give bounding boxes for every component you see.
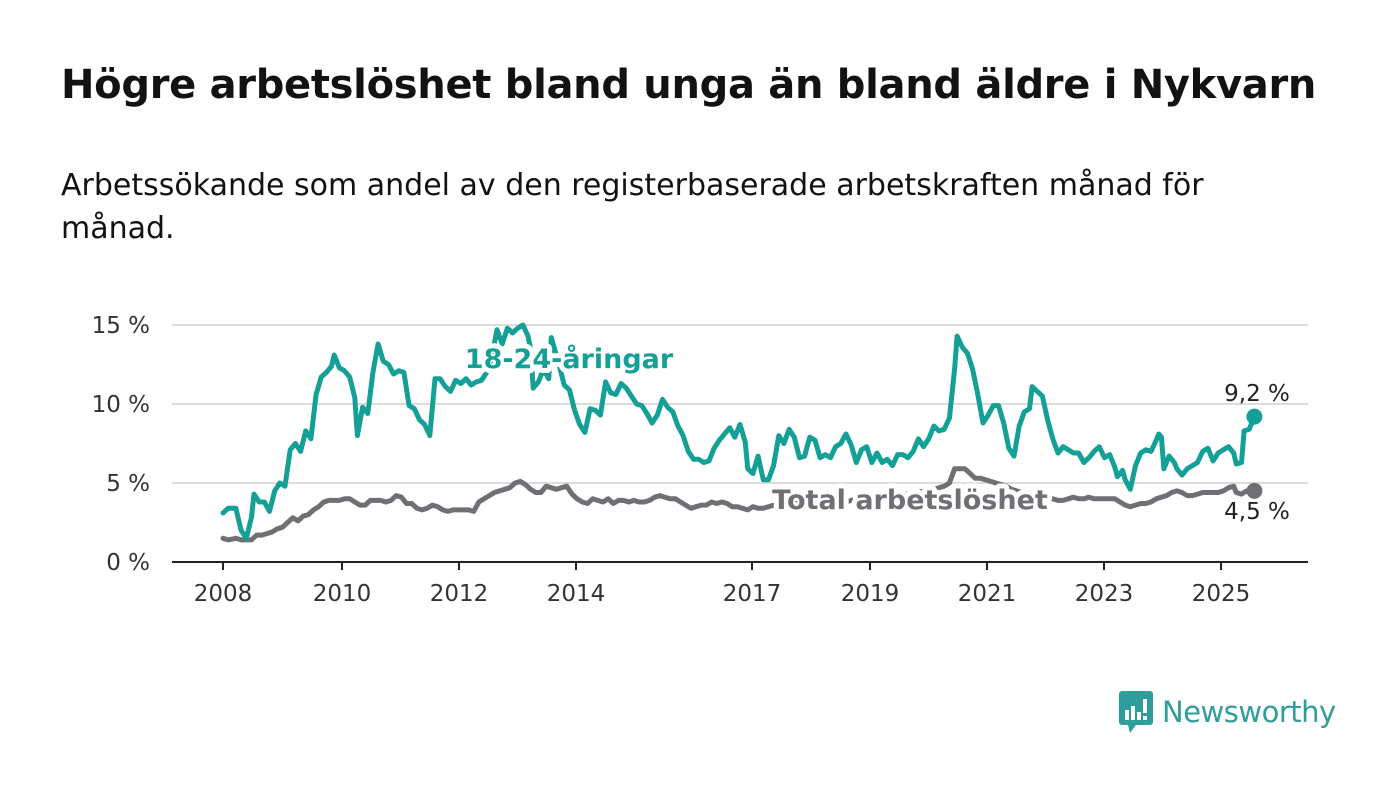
y-tick-label: 15 % — [92, 313, 150, 339]
end-point-18-24 — [1246, 408, 1263, 425]
y-tick-label: 10 % — [92, 392, 150, 418]
y-tick-label: 5 % — [106, 471, 150, 497]
newsworthy-logo: Newsworthy — [1118, 690, 1336, 734]
y-tick-label: 0 % — [106, 550, 150, 576]
page-title: Högre arbetslöshet bland unga än bland ä… — [61, 62, 1317, 108]
series-labels: 18-24-åringar Total arbetslöshet 9,2 % 4,5 … — [460, 338, 1290, 525]
end-label-total: 4,5 % — [1224, 499, 1290, 525]
x-axis-ticks: 2008 2010 2012 2014 2017 2019 2021 2023 2025 — [194, 562, 1251, 607]
x-tick-label: 2010 — [313, 581, 372, 607]
x-tick-label: 2019 — [841, 581, 900, 607]
x-tick-label: 2012 — [430, 581, 489, 607]
end-label-18-24: 9,2 % — [1224, 381, 1290, 407]
x-tick-label: 2014 — [547, 581, 606, 607]
series-label-18-24: 18-24-åringar — [465, 343, 674, 375]
x-tick-label: 2023 — [1075, 581, 1134, 607]
brand-name: Newsworthy — [1162, 695, 1336, 729]
page-subtitle: Arbetssökande som andel av den registerb… — [61, 168, 1204, 246]
bar-chart-logo-icon — [1119, 691, 1153, 733]
x-tick-label: 2008 — [194, 581, 253, 607]
gridlines — [172, 324, 1308, 563]
y-axis-ticks: 0 % 5 % 10 % 15 % — [92, 313, 150, 576]
series-line-total — [220, 466, 1257, 543]
end-point-total — [1246, 482, 1263, 499]
x-tick-label: 2021 — [958, 581, 1017, 607]
x-tick-label: 2025 — [1192, 581, 1251, 607]
x-tick-label: 2017 — [723, 581, 782, 607]
series-line-18-24 — [220, 322, 1257, 541]
series-lines — [220, 322, 1263, 543]
series-label-total: Total arbetslöshet — [772, 485, 1048, 516]
